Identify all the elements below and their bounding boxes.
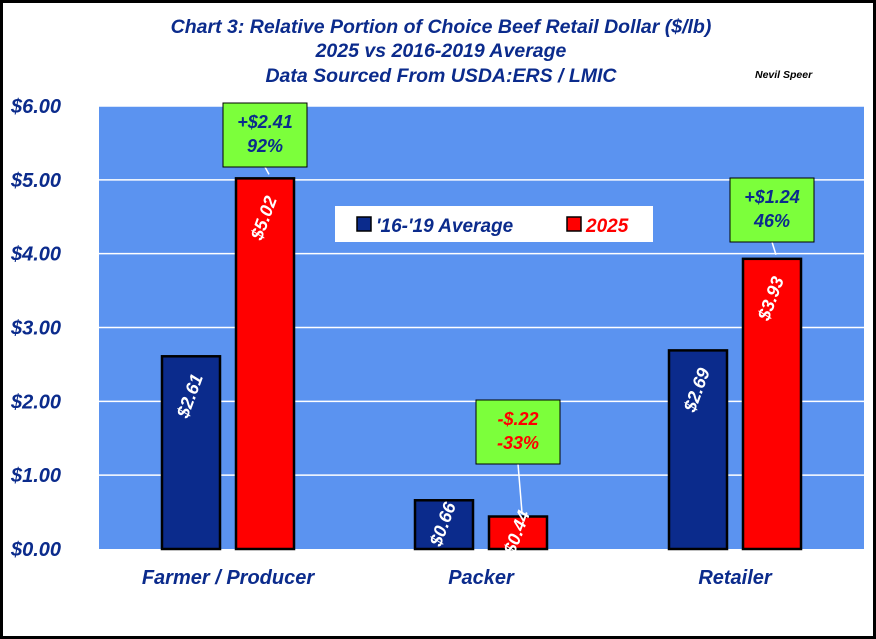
bar	[234, 177, 296, 551]
bar	[160, 355, 222, 551]
y-tick-label: $6.00	[10, 96, 61, 118]
bar-chart: Chart 3: Relative Portion of Choice Beef…	[10, 16, 864, 589]
x-tick-label: Packer	[448, 567, 515, 589]
annotation-text: 92%	[247, 136, 283, 156]
chart-title-line-2: 2025 vs 2016-2019 Average	[315, 40, 567, 62]
annotations: +$2.41 92% -$.22 -33% +$1.24 46%	[222, 102, 815, 513]
x-axis-tick-labels: Farmer / Producer Packer Retailer	[142, 567, 773, 589]
y-axis-tick-labels: $0.00 $1.00 $2.00 $3.00 $4.00 $5.00 $6.00	[10, 96, 61, 561]
x-tick-label: Retailer	[698, 567, 773, 589]
annotation-box	[222, 102, 308, 168]
legend-label-average: '16-'19 Average	[376, 216, 514, 237]
bar	[487, 515, 549, 551]
x-tick-label: Farmer / Producer	[142, 567, 316, 589]
annotation-text: 46%	[753, 211, 790, 231]
y-tick-label: $3.00	[10, 318, 61, 340]
annotation-text: -$.22	[497, 409, 538, 429]
annotation-text: -33%	[497, 433, 539, 453]
annotation-box	[475, 399, 561, 465]
y-tick-label: $5.00	[10, 170, 61, 192]
y-tick-label: $4.00	[10, 244, 61, 266]
chart-title-line-3: Data Sourced From USDA:ERS / LMIC	[265, 65, 617, 87]
legend-box	[335, 206, 653, 242]
annotation-text: +$2.41	[237, 112, 293, 132]
y-tick-label: $2.00	[10, 391, 61, 413]
bar	[413, 499, 475, 551]
legend-label-2025: 2025	[585, 216, 629, 237]
bar	[741, 257, 803, 551]
y-tick-label: $1.00	[10, 465, 61, 487]
bars	[160, 177, 803, 551]
annotation-leader	[771, 241, 777, 256]
chart-credit: Nevil Speer	[755, 69, 813, 81]
annotation-leader	[517, 463, 523, 513]
annotation-callout: +$1.24 46%	[729, 177, 815, 256]
annotation-callout: -$.22 -33%	[475, 399, 561, 513]
chart-title-line-1: Chart 3: Relative Portion of Choice Beef…	[171, 16, 712, 38]
y-tick-label: $0.00	[10, 539, 61, 561]
legend: '16-'19 Average 2025	[335, 206, 653, 242]
annotation-leader	[264, 166, 270, 175]
annotation-text: +$1.24	[744, 187, 800, 207]
annotation-box	[729, 177, 815, 243]
legend-swatch-2025	[566, 216, 582, 232]
bar	[667, 349, 729, 551]
annotation-callout: +$2.41 92%	[222, 102, 308, 175]
legend-swatch-average	[356, 216, 372, 232]
